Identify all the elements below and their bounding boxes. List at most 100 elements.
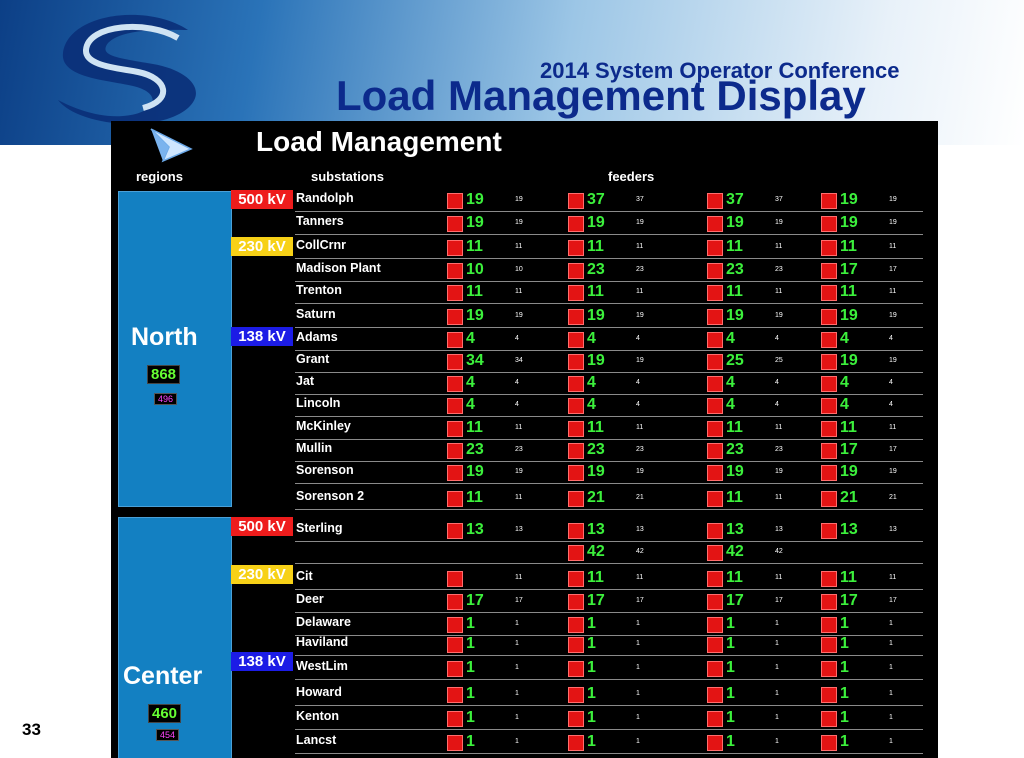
feeder-status-indicator[interactable] [707,594,723,610]
feeder-cell[interactable]: 11 11 [707,489,837,509]
feeder-status-indicator[interactable] [568,398,584,414]
feeder-cell[interactable]: 34 34 [447,352,577,372]
substation-row[interactable]: Mullin 23 23 23 23 23 23 17 17 [295,439,923,462]
feeder-cell[interactable]: 11 11 [447,238,577,258]
feeder-cell[interactable]: 23 23 [707,441,837,461]
substation-row[interactable]: Delaware 1 1 1 1 1 1 1 1 [295,613,923,636]
feeder-status-indicator[interactable] [821,617,837,633]
feeder-status-indicator[interactable] [568,545,584,561]
feeder-status-indicator[interactable] [707,661,723,677]
feeder-status-indicator[interactable] [707,216,723,232]
feeder-cell[interactable]: 13 13 [447,521,577,541]
substation-row[interactable]: Sorenson 19 19 19 19 19 19 19 19 [295,461,923,484]
feeder-status-indicator[interactable] [447,661,463,677]
feeder-status-indicator[interactable] [447,263,463,279]
feeder-status-indicator[interactable] [707,398,723,414]
feeder-status-indicator[interactable] [447,687,463,703]
feeder-status-indicator[interactable] [821,735,837,751]
feeder-status-indicator[interactable] [568,263,584,279]
substation-row[interactable]: Deer 17 17 17 17 17 17 17 17 [295,590,923,613]
feeder-status-indicator[interactable] [707,711,723,727]
substation-row[interactable]: Lincoln 4 4 4 4 4 4 4 4 [295,394,923,417]
feeder-cell[interactable]: 19 19 [821,191,938,211]
feeder-status-indicator[interactable] [707,332,723,348]
feeder-status-indicator[interactable] [568,735,584,751]
feeder-status-indicator[interactable] [568,523,584,539]
feeder-status-indicator[interactable] [707,240,723,256]
substation-row[interactable]: CollCrnr 11 11 11 11 11 11 11 11 [295,236,923,259]
feeder-status-indicator[interactable] [568,240,584,256]
substation-row[interactable]: Tanners 19 19 19 19 19 19 19 19 [295,212,923,235]
feeder-status-indicator[interactable] [568,465,584,481]
feeder-cell[interactable]: 19 19 [447,307,577,327]
feeder-cell[interactable]: 11 11 [447,419,577,439]
substation-row[interactable]: Jat 4 4 4 4 4 4 4 4 [295,372,923,395]
feeder-status-indicator[interactable] [821,421,837,437]
feeder-cell[interactable]: 19 19 [568,214,698,234]
feeder-cell[interactable]: 23 23 [707,261,837,281]
feeder-status-indicator[interactable] [707,376,723,392]
feeder-status-indicator[interactable] [447,465,463,481]
feeder-status-indicator[interactable] [821,523,837,539]
feeder-cell[interactable]: 17 17 [707,592,837,612]
feeder-status-indicator[interactable] [821,376,837,392]
feeder-cell[interactable]: 19 19 [707,214,837,234]
substation-row[interactable]: Sterling 13 13 13 13 13 13 13 13 [295,519,923,542]
feeder-status-indicator[interactable] [568,216,584,232]
substation-row[interactable]: Haviland 1 1 1 1 1 1 1 1 [295,633,923,656]
feeder-status-indicator[interactable] [447,216,463,232]
feeder-cell[interactable]: 19 19 [821,463,938,483]
feeder-cell[interactable]: 11 11 [568,238,698,258]
feeder-cell[interactable]: 11 11 [447,489,577,509]
feeder-status-indicator[interactable] [707,637,723,653]
feeder-cell[interactable]: 19 19 [568,463,698,483]
feeder-cell[interactable]: 17 17 [568,592,698,612]
feeder-cell[interactable]: 19 19 [821,214,938,234]
feeder-status-indicator[interactable] [821,711,837,727]
feeder-cell[interactable]: 11 11 [821,569,938,589]
feeder-status-indicator[interactable] [568,354,584,370]
substation-row[interactable]: Adams 4 4 4 4 4 4 4 4 [295,328,923,351]
feeder-cell[interactable]: 13 13 [707,521,837,541]
feeder-status-indicator[interactable] [568,285,584,301]
feeder-status-indicator[interactable] [568,491,584,507]
feeder-status-indicator[interactable] [568,637,584,653]
feeder-status-indicator[interactable] [447,617,463,633]
feeder-status-indicator[interactable] [447,443,463,459]
feeder-status-indicator[interactable] [568,661,584,677]
feeder-cell[interactable]: 21 21 [821,489,938,509]
feeder-cell[interactable]: 23 23 [568,441,698,461]
substation-row[interactable]: McKinley 11 11 11 11 11 11 11 11 [295,417,923,440]
feeder-cell[interactable]: 11 11 [568,283,698,303]
feeder-cell[interactable]: 17 17 [821,592,938,612]
feeder-status-indicator[interactable] [568,571,584,587]
feeder-status-indicator[interactable] [447,735,463,751]
feeder-cell[interactable]: 19 19 [707,307,837,327]
feeder-cell[interactable]: 23 23 [447,441,577,461]
feeder-status-indicator[interactable] [821,309,837,325]
feeder-status-indicator[interactable] [821,354,837,370]
feeder-status-indicator[interactable] [707,491,723,507]
feeder-status-indicator[interactable] [821,193,837,209]
feeder-status-indicator[interactable] [821,594,837,610]
feeder-status-indicator[interactable] [447,637,463,653]
feeder-status-indicator[interactable] [821,571,837,587]
substation-row[interactable]: Trenton 11 11 11 11 11 11 11 11 [295,281,923,304]
